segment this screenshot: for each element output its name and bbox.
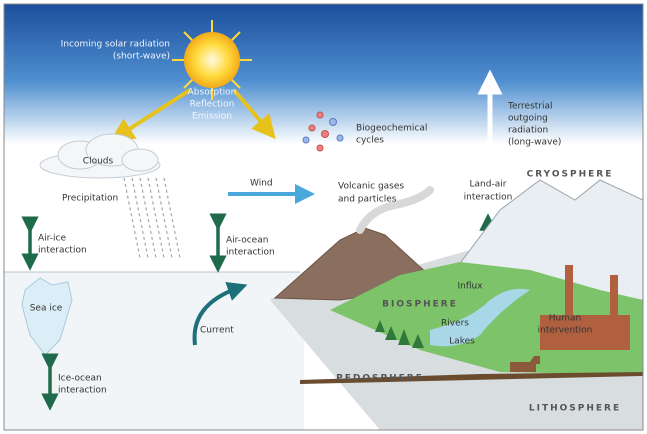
label: interaction <box>38 246 87 256</box>
label: Land-air <box>470 180 507 190</box>
label: Ice-ocean <box>58 374 102 384</box>
label: Influx <box>457 282 483 292</box>
label: radiation <box>508 126 548 136</box>
label: Wind <box>250 179 273 189</box>
label: interaction <box>226 248 275 258</box>
label: outgoing <box>508 114 548 124</box>
cow <box>510 356 540 372</box>
label: CRYOSPHERE <box>527 170 614 180</box>
label: cycles <box>356 136 384 146</box>
label: Human <box>549 314 581 324</box>
label: Incoming solar radiation <box>61 40 170 50</box>
current-arrow <box>192 281 248 346</box>
rivers-lakes <box>430 288 530 347</box>
label: Biogeochemical <box>356 124 427 134</box>
sea-ice <box>21 277 73 356</box>
label: Absorption <box>188 88 237 98</box>
label: and particles <box>338 195 397 205</box>
label: Emission <box>192 112 232 122</box>
rain <box>123 177 181 259</box>
cloud <box>39 133 161 179</box>
solar-arrow <box>232 88 276 140</box>
label: Precipitation <box>62 194 118 204</box>
label: interaction <box>58 386 107 396</box>
label: Rivers <box>441 319 469 329</box>
biogeochemical-dots <box>302 111 344 152</box>
frame <box>3 3 644 431</box>
label: Volcanic gases <box>338 182 404 192</box>
solar-arrow <box>109 88 192 142</box>
label: Terrestrial <box>507 102 553 112</box>
label: interaction <box>464 193 513 203</box>
label: Reflection <box>190 100 235 110</box>
soil <box>300 372 643 384</box>
sun <box>172 20 252 100</box>
label: PEDOSPHERE <box>336 374 424 384</box>
label: BIOSPHERE <box>382 300 458 310</box>
label: Sea ice <box>30 304 63 314</box>
volcano-plume <box>356 186 434 234</box>
label: (long-wave) <box>508 138 561 148</box>
label: intervention <box>538 326 593 336</box>
label: LITHOSPHERE <box>529 404 621 414</box>
label: Current <box>200 326 234 336</box>
label: Lakes <box>449 337 475 347</box>
label: (short-wave) <box>113 52 170 62</box>
label: Clouds <box>83 157 114 167</box>
trees <box>375 320 424 348</box>
factory <box>540 265 630 350</box>
label: Air-ice <box>38 234 66 244</box>
label: Air-ocean <box>226 236 268 246</box>
